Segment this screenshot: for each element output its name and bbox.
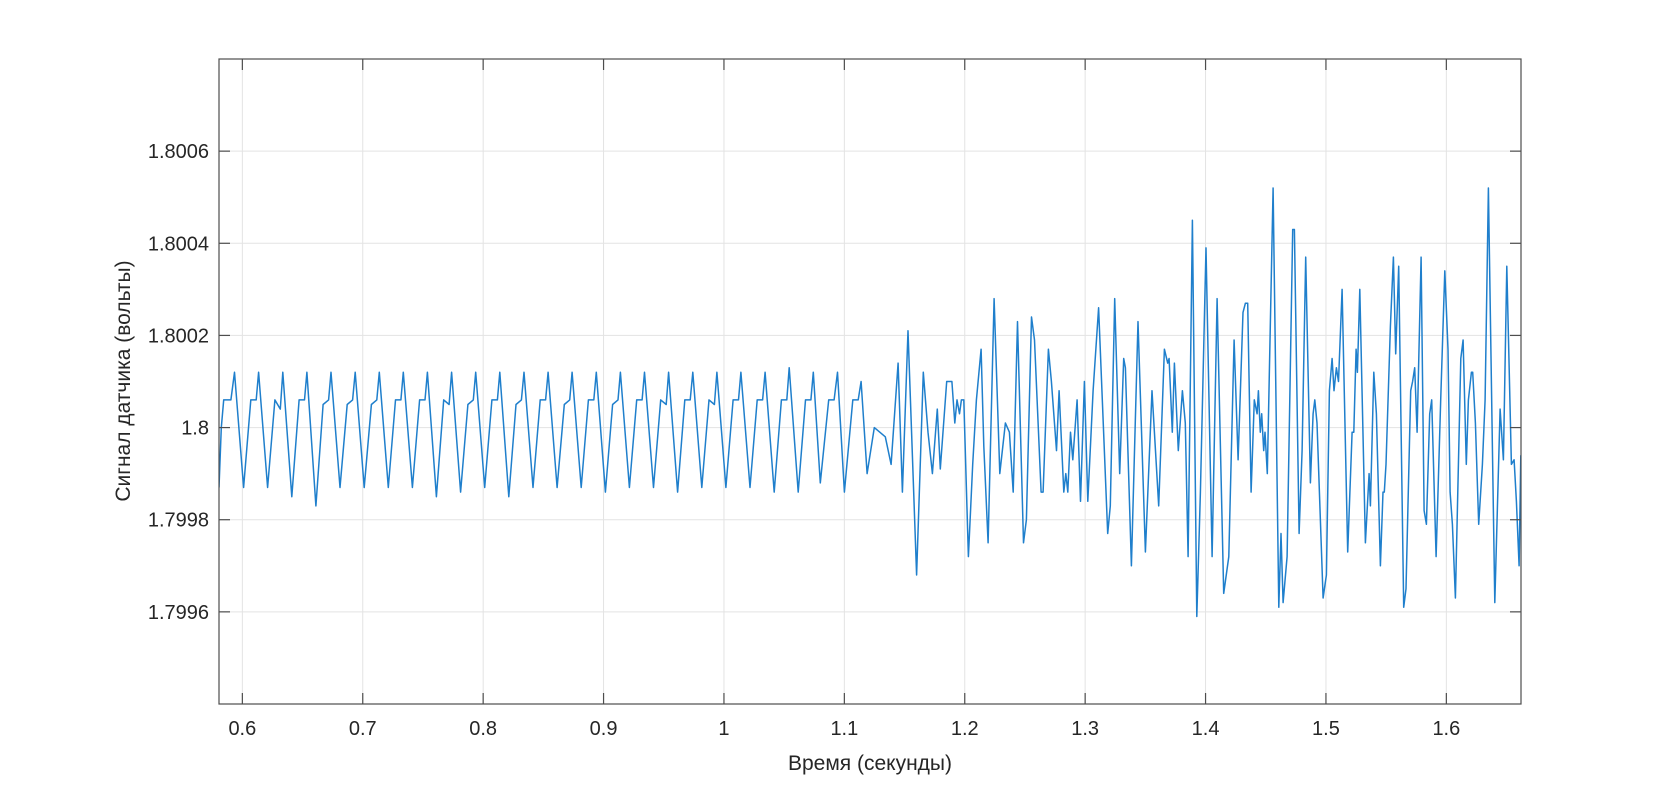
x-axis-label: Время (секунды) bbox=[788, 752, 952, 775]
plot-area bbox=[219, 187, 1521, 618]
x-tick-label: 1.4 bbox=[1192, 718, 1220, 740]
x-tick-label: 1.5 bbox=[1312, 718, 1340, 740]
x-tick-label: 0.8 bbox=[469, 718, 497, 740]
x-tick-label: 0.9 bbox=[590, 718, 618, 740]
grid-lines bbox=[219, 59, 1521, 704]
x-tick-label: 1 bbox=[718, 718, 729, 740]
y-tick-labels: 1.7996 1.7998 1.8 1.8002 1.8004 1.8006 bbox=[148, 141, 209, 624]
y-tick-label: 1.8002 bbox=[148, 325, 209, 347]
x-tick-label: 0.7 bbox=[349, 718, 377, 740]
x-tick-label: 1.3 bbox=[1071, 718, 1099, 740]
y-tick-label: 1.8 bbox=[181, 418, 209, 440]
y-tick-label: 1.7996 bbox=[148, 602, 209, 624]
x-tick-label: 1.2 bbox=[951, 718, 979, 740]
axes-box bbox=[218, 58, 1522, 705]
series-line-sensor-signal bbox=[219, 187, 1521, 618]
y-axis-label: Сигнал датчика (вольты) bbox=[112, 260, 135, 501]
y-tick-label: 1.8004 bbox=[148, 233, 209, 255]
y-tick-label: 1.7998 bbox=[148, 510, 209, 532]
y-tick-label: 1.8006 bbox=[148, 141, 209, 163]
axis-ticks bbox=[219, 59, 1521, 704]
x-tick-labels: 0.6 0.7 0.8 0.9 1 1.1 1.2 1.3 1.4 1.5 1.6 bbox=[228, 718, 1460, 740]
x-tick-label: 1.6 bbox=[1432, 718, 1460, 740]
x-tick-label: 1.1 bbox=[830, 718, 858, 740]
x-tick-label: 0.6 bbox=[228, 718, 256, 740]
